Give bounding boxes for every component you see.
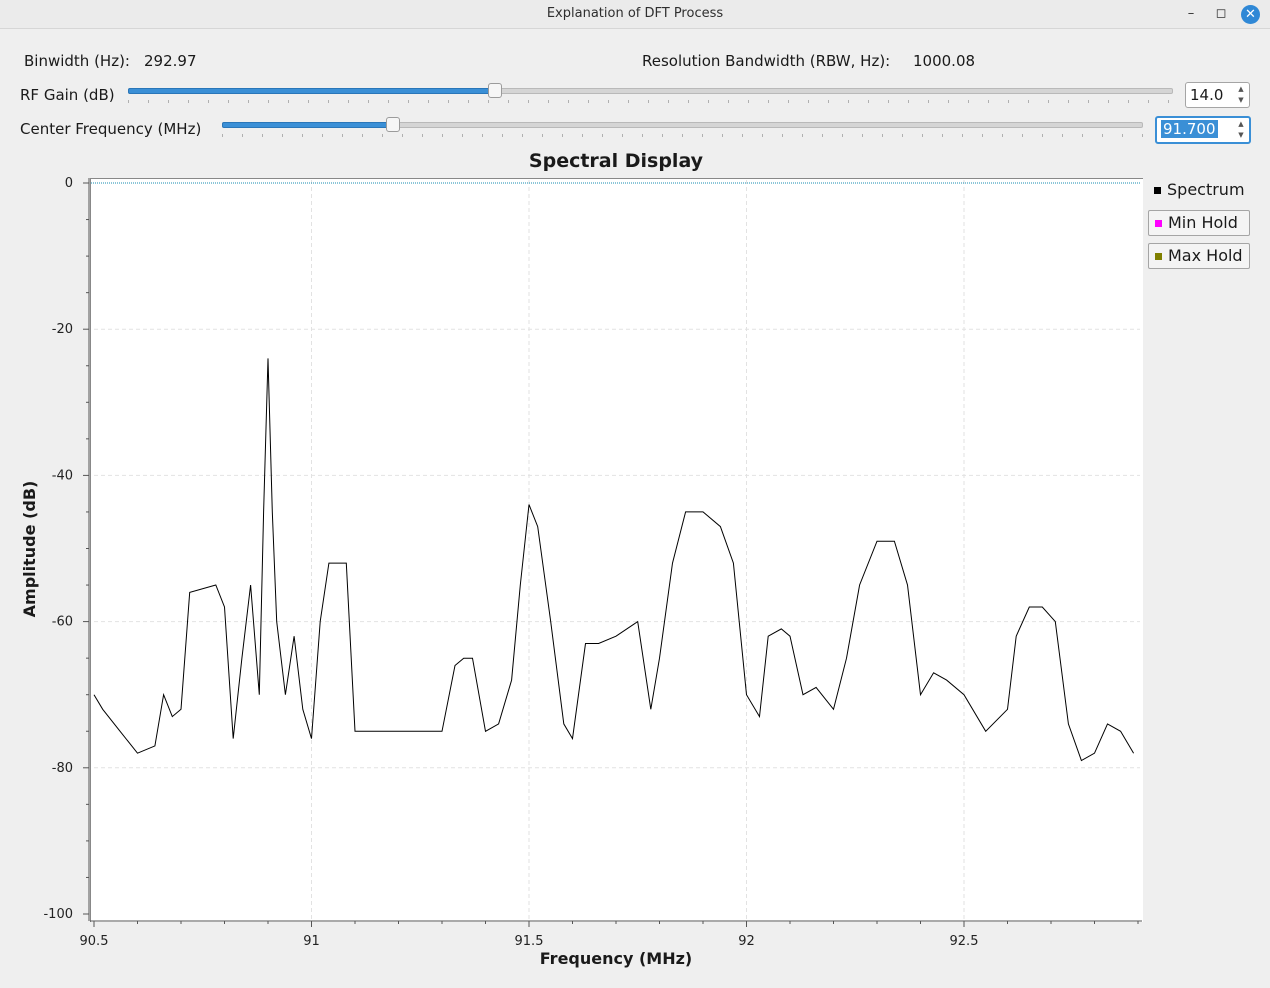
center-frequency-slider[interactable] — [222, 117, 1143, 137]
spectrum-swatch — [1154, 187, 1161, 194]
close-icon[interactable]: ✕ — [1241, 5, 1260, 24]
y-axis-label: Amplitude (dB) — [20, 481, 39, 618]
max-hold-swatch — [1155, 253, 1162, 260]
rf-gain-handle[interactable] — [488, 83, 502, 98]
spin-down-icon[interactable]: ▼ — [1238, 96, 1244, 104]
rf-gain-slider[interactable] — [128, 83, 1173, 103]
x-tick-label: 91.5 — [515, 934, 544, 949]
center-frequency-spinbox-value[interactable]: 91.700 — [1161, 120, 1218, 138]
spectral-display-chart: 0 -20 -40 -60 -80 -100 90.5 91 91.5 92 92.5 Spect… — [20, 150, 1142, 968]
y-tick-label: 0 — [65, 176, 73, 191]
legend-item-min-hold[interactable]: Min Hold — [1148, 210, 1250, 236]
grid-lines — [94, 180, 1140, 920]
x-tick-label: 92 — [738, 934, 755, 949]
spin-down-icon[interactable]: ▼ — [1238, 131, 1244, 139]
legend-label-min-hold: Min Hold — [1168, 213, 1238, 232]
binwidth-label: Binwidth (Hz): — [24, 52, 130, 70]
rbw-value: 1000.08 — [913, 52, 976, 70]
x-axis-label: Frequency (MHz) — [540, 949, 692, 968]
rf-gain-spinbox-value[interactable]: 14.0 — [1190, 86, 1224, 104]
binwidth-value: 292.97 — [144, 52, 197, 70]
y-axis: 0 -20 -40 -60 -80 -100 — [43, 176, 90, 922]
y-tick-label: -40 — [52, 468, 73, 483]
plot-area[interactable] — [90, 178, 1143, 922]
rbw-label: Resolution Bandwidth (RBW, Hz): — [642, 52, 891, 70]
rf-gain-ticks — [128, 100, 1173, 103]
center-frequency-spinbox[interactable]: 91.700 ▲ ▼ — [1155, 116, 1251, 144]
center-frequency-handle[interactable] — [386, 117, 400, 132]
spectrum-series-line — [93, 358, 1135, 762]
legend-item-spectrum[interactable]: Spectrum — [1148, 178, 1248, 202]
x-tick-label: 91 — [303, 934, 320, 949]
legend-label-max-hold: Max Hold — [1168, 246, 1243, 265]
y-tick-label: -100 — [43, 907, 73, 922]
y-tick-label: -20 — [52, 322, 73, 337]
spin-up-icon[interactable]: ▲ — [1238, 85, 1244, 93]
y-tick-label: -60 — [52, 615, 73, 630]
window-title: Explanation of DFT Process — [546, 6, 724, 21]
center-frequency-ticks — [222, 134, 1143, 137]
title-bar: Explanation of DFT Process – ◻ ✕ — [0, 0, 1270, 29]
center-frequency-label: Center Frequency (MHz) — [20, 120, 202, 138]
legend-item-max-hold[interactable]: Max Hold — [1148, 243, 1250, 269]
rf-gain-spinbox[interactable]: 14.0 ▲ ▼ — [1185, 82, 1250, 108]
legend-label-spectrum: Spectrum — [1167, 180, 1245, 199]
min-hold-swatch — [1155, 220, 1162, 227]
y-tick-label: -80 — [52, 761, 73, 776]
minimize-icon[interactable]: – — [1187, 6, 1195, 21]
maximize-icon[interactable]: ◻ — [1215, 6, 1227, 21]
x-tick-label: 90.5 — [80, 934, 109, 949]
chart-title: Spectral Display — [529, 150, 704, 172]
x-axis: 90.5 91 91.5 92 92.5 — [80, 920, 1142, 949]
rf-gain-label: RF Gain (dB) — [20, 86, 115, 104]
x-tick-label: 92.5 — [950, 934, 979, 949]
spin-up-icon[interactable]: ▲ — [1238, 120, 1244, 128]
